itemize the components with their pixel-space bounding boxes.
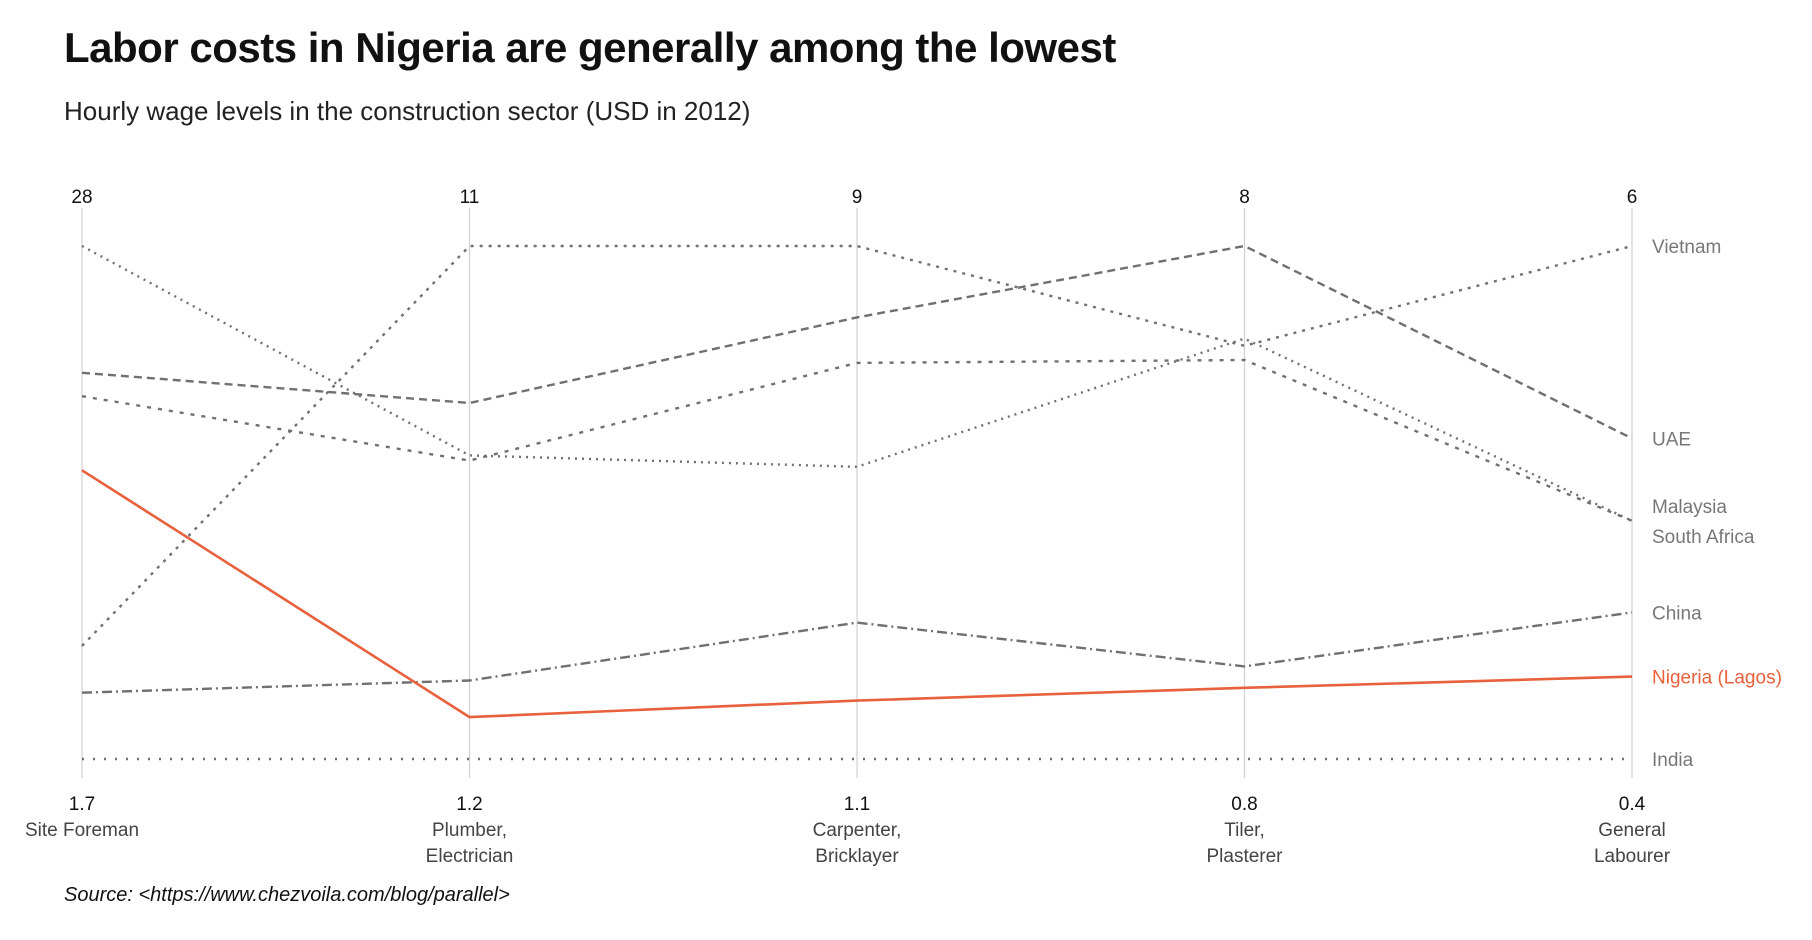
axis-min-label-site-foreman: 1.7 [69, 794, 95, 815]
series-line-malaysia [81, 358, 1633, 522]
series-label-south-africa: South Africa [1652, 527, 1755, 548]
series-label-india: India [1652, 750, 1694, 771]
parallel-coordinates-chart: 28 1.7 Site Foreman 11 1.2 Plumber, Electricia… [25, 187, 1782, 867]
chart-title: Labor costs in Nigeria are generally amo… [64, 24, 1116, 71]
axis-min-label-plumber-electrician: 1.2 [456, 794, 482, 815]
axis-min-label-carpenter-bricklayer: 1.1 [844, 794, 870, 815]
series-labels-layer: Vietnam UAE Malaysia South Africa China Niger… [1652, 237, 1782, 771]
axis-min-label-tiler-plasterer: 0.8 [1231, 794, 1257, 815]
source-caption: Source: <https://www.chezvoila.com/blog/… [64, 884, 510, 906]
series-label-malaysia: Malaysia [1652, 497, 1727, 518]
axis-name-plumber-electrician: Plumber, Electrician [426, 820, 514, 867]
series-line-uae [81, 244, 1633, 440]
axis-name-tiler-plasterer: Tiler, Plasterer [1206, 820, 1283, 867]
axes-layer: 28 1.7 Site Foreman 11 1.2 Plumber, Electricia… [25, 187, 1671, 867]
axis-name-general-labourer: General Labourer [1594, 820, 1671, 867]
axis-max-label-general-labourer: 6 [1627, 187, 1638, 208]
axis-max-label-tiler-plasterer: 8 [1239, 187, 1250, 208]
series-label-china: China [1652, 603, 1702, 624]
axis-name-carpenter-bricklayer: Carpenter, Bricklayer [813, 820, 902, 867]
axis-name-site-foreman: Site Foreman [25, 820, 139, 841]
series-line-vietnam [81, 244, 1633, 647]
series-label-nigeria-lagos: Nigeria (Lagos) [1652, 668, 1782, 689]
axis-min-label-general-labourer: 0.4 [1619, 794, 1646, 815]
series-line-nigeria-lagos [81, 469, 1633, 719]
chart-subtitle: Hourly wage levels in the construction s… [64, 96, 751, 126]
axis-max-label-plumber-electrician: 11 [460, 187, 480, 208]
series-label-vietnam: Vietnam [1652, 237, 1721, 258]
axis-max-label-carpenter-bricklayer: 9 [852, 187, 863, 208]
series-line-south-africa [81, 244, 1633, 522]
series-label-uae: UAE [1652, 429, 1691, 450]
axis-max-label-site-foreman: 28 [71, 187, 92, 208]
series-lines-layer [81, 244, 1633, 761]
